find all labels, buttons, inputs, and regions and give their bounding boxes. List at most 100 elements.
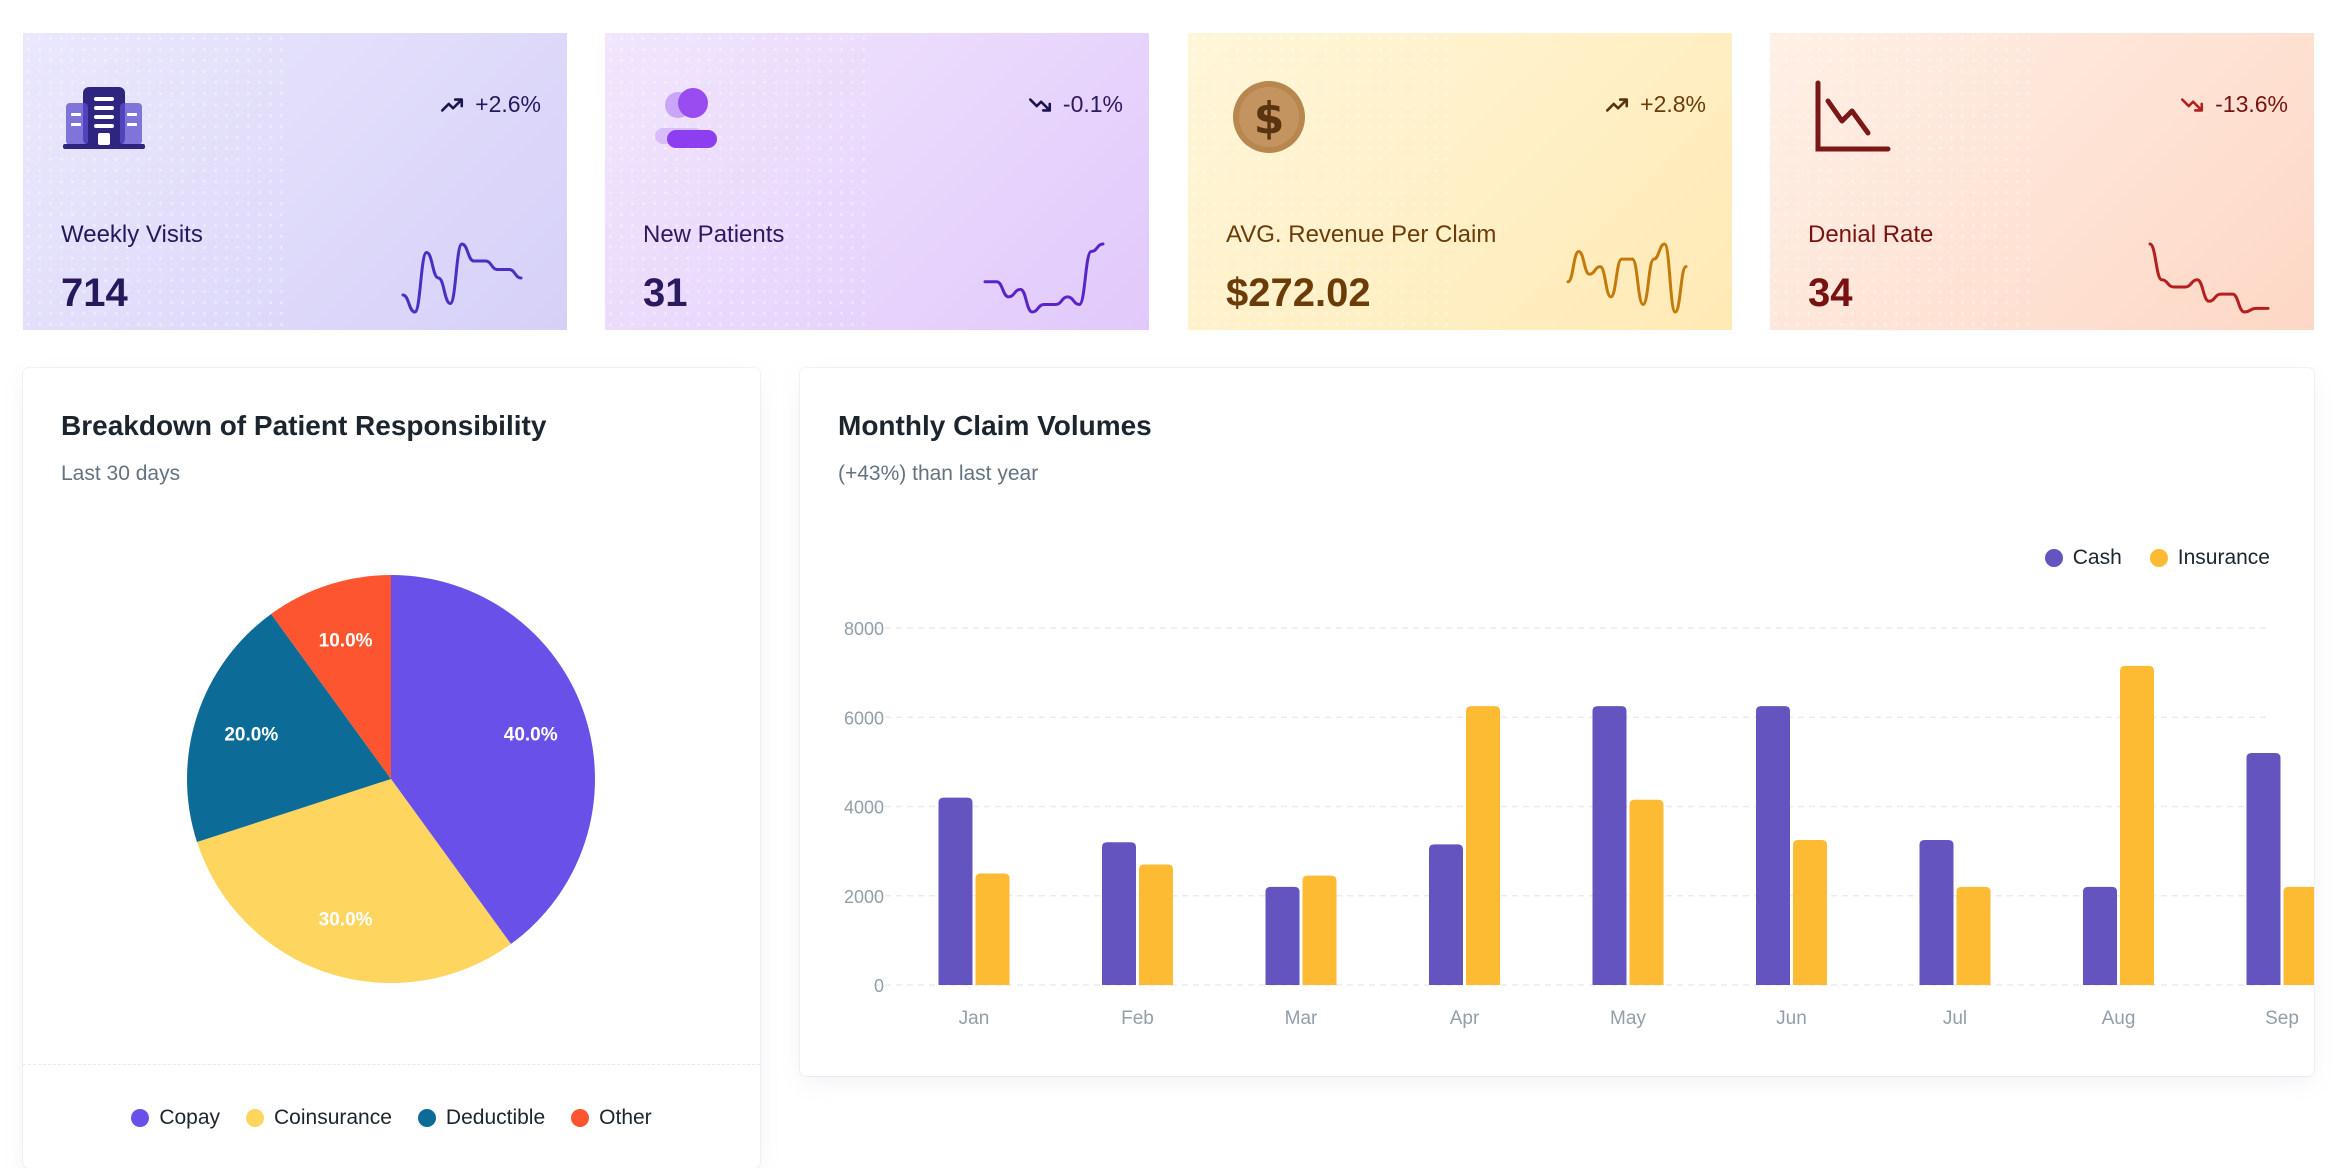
- legend-item-other[interactable]: Other: [571, 1106, 652, 1130]
- sparkline: [1566, 242, 1688, 314]
- y-tick-label: 4000: [844, 798, 884, 818]
- pie-slice-deductible[interactable]: [187, 613, 391, 843]
- bar-cash-jun[interactable]: [1756, 706, 1790, 985]
- bar-insurance-apr[interactable]: [1466, 706, 1500, 985]
- bar-insurance-mar[interactable]: [1302, 875, 1337, 985]
- panel-subtitle: Last 30 days: [61, 462, 181, 485]
- bar-cash-jul[interactable]: [1919, 839, 1954, 985]
- legend-dot: [2149, 549, 2168, 567]
- panel-title: Monthly Claim Volumes: [838, 410, 1152, 441]
- sparkline: [983, 242, 1105, 314]
- stat-label: New Patients: [643, 221, 785, 248]
- stat-value: $272.02: [1226, 271, 1371, 315]
- bar-cash-may[interactable]: [1592, 706, 1627, 985]
- sparkline-path: [2148, 242, 2270, 314]
- y-tick-label: 0: [874, 976, 884, 996]
- legend-label: Copay: [159, 1106, 221, 1129]
- x-tick-label: Feb: [1121, 1008, 1154, 1029]
- stat-label: Weekly Visits: [61, 221, 203, 248]
- trend-indicator: -13.6%: [2179, 91, 2288, 118]
- dollar-coin-icon: $: [1233, 81, 1305, 153]
- legend-dot: [417, 1109, 436, 1127]
- pie-slice-label: 20.0%: [224, 725, 278, 746]
- y-tick-label: 2000: [844, 887, 884, 907]
- pie-slice-other[interactable]: [271, 575, 391, 779]
- stat-label: Denial Rate: [1808, 221, 1934, 248]
- divider: [23, 1064, 760, 1066]
- sparkline: [401, 242, 523, 314]
- bar-insurance-feb[interactable]: [1139, 864, 1173, 985]
- legend-dot: [131, 1109, 150, 1127]
- legend-item-copay[interactable]: Copay: [131, 1106, 220, 1130]
- trend-value: +2.6%: [475, 91, 541, 117]
- legend-dot: [571, 1109, 590, 1127]
- decorative-dots: [23, 33, 283, 330]
- legend-item-deductible[interactable]: Deductible: [417, 1106, 546, 1130]
- stat-card-weekly-visits: +2.6% Weekly Visits 714: [23, 33, 567, 330]
- decorative-dots: [1770, 33, 2030, 330]
- y-tick-label: 6000: [844, 708, 884, 728]
- panel-subtitle: (+43%) than last year: [838, 462, 1039, 485]
- svg-text:$: $: [1254, 93, 1285, 144]
- trend-up-icon: [1606, 97, 1629, 112]
- x-tick-label: Jun: [1776, 1008, 1807, 1029]
- x-tick-label: Jul: [1943, 1008, 1967, 1029]
- trend-value: -13.6%: [2215, 91, 2288, 117]
- legend-item-insurance[interactable]: Insurance: [2149, 546, 2270, 570]
- bar-insurance-jun[interactable]: [1793, 839, 1827, 985]
- bar-insurance-aug[interactable]: [2120, 665, 2154, 985]
- legend-dot: [2044, 549, 2063, 567]
- sparkline: [2148, 242, 2270, 314]
- stat-value: 34: [1808, 271, 1853, 315]
- decorative-dots: [605, 33, 865, 330]
- monthly-claims-panel: Monthly Claim Volumes (+43%) than last y…: [800, 368, 2314, 1076]
- trend-indicator: +2.6%: [439, 91, 541, 118]
- stat-card-avg-revenue: $ +2.8% AVG. Revenue Per Claim $272.02: [1188, 33, 1732, 330]
- x-tick-label: Sep: [2265, 1008, 2299, 1029]
- trend-down-icon: [1028, 97, 1051, 112]
- pie-slice-coinsurance[interactable]: [196, 779, 511, 984]
- trend-down-icon: [2181, 97, 2204, 112]
- stat-label: AVG. Revenue Per Claim: [1226, 221, 1497, 248]
- pie-legend: Copay Coinsurance Deductible Other: [23, 1106, 760, 1130]
- bar-insurance-sep[interactable]: [2283, 886, 2315, 985]
- legend-label: Insurance: [2177, 546, 2270, 569]
- bar-cash-mar[interactable]: [1265, 886, 1300, 985]
- bar-cash-aug[interactable]: [2083, 886, 2117, 985]
- bar-cash-apr[interactable]: [1429, 844, 1463, 985]
- trend-up-icon: [441, 97, 464, 112]
- trend-value: +2.8%: [1640, 91, 1706, 117]
- legend-item-coinsurance[interactable]: Coinsurance: [246, 1106, 392, 1130]
- bar-insurance-jan[interactable]: [975, 873, 1010, 985]
- bar-legend: Cash Insurance: [2044, 546, 2270, 570]
- bar-insurance-jul[interactable]: [1956, 886, 1991, 985]
- legend-item-cash[interactable]: Cash: [2044, 546, 2122, 570]
- bar-cash-jan[interactable]: [938, 797, 973, 985]
- pie-slice-label: 10.0%: [319, 630, 373, 651]
- sparkline-path: [1566, 242, 1688, 314]
- trend-value: -0.1%: [1062, 91, 1123, 117]
- pie-slice-copay[interactable]: [391, 575, 596, 945]
- y-tick-label: 8000: [844, 619, 884, 639]
- x-tick-label: Jan: [959, 1008, 990, 1029]
- sparkline-path: [401, 242, 523, 314]
- panel-title: Breakdown of Patient Responsibility: [61, 410, 547, 441]
- x-tick-label: Apr: [1450, 1008, 1480, 1029]
- bar-cash-sep[interactable]: [2246, 752, 2281, 985]
- bar-chart: 0 2000 4000 6000 8000 Jan Feb Mar Apr May Jun Jul Au…: [844, 619, 2315, 1029]
- pie-slice-label: 30.0%: [319, 910, 373, 931]
- line-chart-icon: [1815, 80, 1891, 152]
- stat-value: 31: [643, 271, 688, 315]
- x-tick-label: Mar: [1285, 1008, 1318, 1029]
- stat-card-denial-rate: -13.6% Denial Rate 34: [1770, 33, 2314, 330]
- sparkline-path: [983, 242, 1105, 314]
- legend-label: Deductible: [445, 1106, 546, 1129]
- user-icon: [655, 88, 717, 148]
- pie-chart: 40.0% 30.0% 20.0% 10.0%: [187, 575, 596, 984]
- bar-insurance-may[interactable]: [1629, 799, 1664, 985]
- trend-indicator: -0.1%: [1027, 91, 1123, 118]
- pie-slice-label: 40.0%: [504, 725, 558, 746]
- bar-cash-feb[interactable]: [1102, 842, 1136, 985]
- legend-label: Coinsurance: [274, 1106, 392, 1129]
- stat-value: 714: [61, 271, 128, 315]
